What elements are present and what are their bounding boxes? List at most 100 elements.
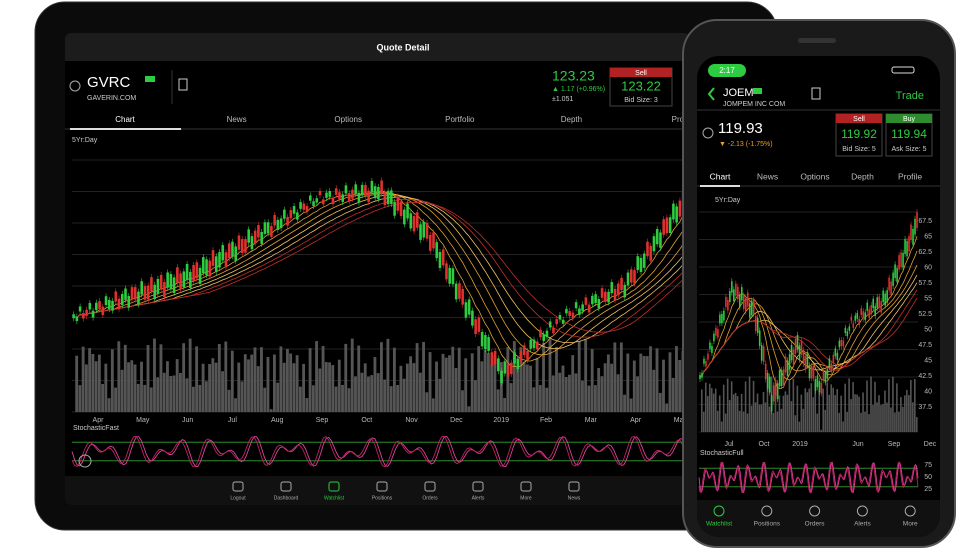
nav-icon	[856, 505, 868, 517]
candle-body	[497, 358, 500, 372]
nav-item[interactable]: Watchlist	[324, 495, 345, 501]
screen-title: Quote Detail	[376, 42, 429, 52]
expand-icon[interactable]	[69, 80, 81, 92]
volume-bar	[724, 413, 727, 432]
volume-bar	[334, 386, 338, 412]
moving-average	[699, 297, 918, 378]
candle-body	[240, 239, 244, 254]
candle-body	[351, 189, 354, 199]
period: 5Yr:Day	[72, 137, 98, 144]
volume-bar	[836, 389, 838, 432]
back-arrow[interactable]	[707, 87, 715, 101]
nav-item[interactable]: More	[903, 521, 918, 528]
candle-body	[305, 206, 309, 212]
nav-item[interactable]: Positions	[372, 495, 393, 501]
candle-body	[808, 365, 811, 379]
volume-bar	[778, 395, 781, 432]
volume-bar	[191, 386, 195, 412]
candle-body	[471, 310, 474, 326]
candle-body	[545, 330, 549, 338]
candle-body	[150, 277, 153, 292]
moving-average	[73, 194, 687, 350]
nav-item[interactable]: News	[568, 495, 581, 501]
volume-bar	[908, 395, 910, 432]
candle-body	[493, 350, 497, 365]
tab[interactable]: News	[227, 115, 247, 124]
candle-body	[778, 370, 781, 387]
candle-body	[642, 253, 646, 268]
volume-bar	[824, 409, 827, 432]
nav-item[interactable]: More	[520, 495, 532, 501]
candle-body	[902, 252, 904, 268]
candle-body	[441, 249, 445, 266]
volume-bar	[866, 380, 868, 432]
volume-bar	[298, 386, 302, 412]
volume-bar	[842, 421, 844, 432]
candle-body	[636, 256, 640, 271]
candle-body	[354, 184, 357, 194]
candle-body	[868, 309, 871, 318]
tab[interactable]: Portfolio	[445, 115, 475, 124]
candle-body	[774, 379, 777, 396]
volume-bar	[642, 356, 646, 412]
tab[interactable]: Profile	[898, 171, 922, 181]
volume-bar	[107, 398, 111, 412]
notes-icon[interactable]	[811, 87, 821, 100]
notes-icon[interactable]	[178, 78, 188, 91]
volume-bar	[655, 348, 659, 412]
nav-item[interactable]: Logout	[230, 495, 246, 501]
candle-body	[786, 360, 789, 377]
oscillator-line	[698, 461, 919, 494]
x-axis-label: Dec	[924, 441, 937, 448]
oscillator-line	[71, 435, 689, 467]
volume-bar	[328, 362, 331, 412]
volume-bar	[405, 363, 409, 412]
volume-bar	[195, 346, 199, 412]
volume-bar	[880, 405, 882, 432]
volume-bar	[512, 341, 516, 412]
tab[interactable]: Chart	[710, 171, 731, 181]
candle-body	[137, 291, 140, 305]
tab[interactable]: Profile	[672, 115, 695, 124]
candle-body	[646, 241, 649, 257]
volume-bar	[431, 398, 435, 412]
volume-bar	[285, 348, 289, 412]
sell-label: Sell	[853, 116, 865, 123]
volume-bar	[884, 390, 886, 432]
tab[interactable]: Depth	[851, 171, 874, 181]
candle-body	[744, 297, 747, 312]
y-axis-label: 52.5	[918, 311, 932, 318]
y-axis-label: 42.5	[918, 373, 932, 380]
nav-bar	[697, 500, 940, 537]
nav-item[interactable]: Orders	[422, 495, 438, 501]
nav-item[interactable]: Dashboard	[274, 495, 299, 501]
candle-body	[474, 319, 477, 335]
volume-bar	[136, 383, 140, 412]
candle-body	[792, 349, 795, 365]
tab[interactable]: Options	[800, 171, 829, 181]
moving-average	[73, 190, 687, 368]
nav-item[interactable]: Orders	[805, 521, 826, 528]
tab[interactable]: News	[757, 171, 778, 181]
expand-icon[interactable]	[702, 127, 714, 139]
nav-item[interactable]: Alerts	[854, 521, 871, 528]
candle-body	[874, 306, 876, 317]
trade-button[interactable]: Trade	[896, 90, 924, 102]
candle-body	[882, 290, 884, 303]
tab[interactable]: Options	[334, 115, 362, 124]
help-icon[interactable]	[78, 454, 92, 468]
nav-item[interactable]: Alerts	[472, 495, 485, 501]
volume-bar	[806, 392, 809, 432]
tab[interactable]: Chart	[115, 115, 135, 124]
volume-bar	[435, 361, 438, 412]
volume-bar	[321, 345, 325, 412]
nav-item[interactable]: Watchlist	[706, 521, 732, 528]
candle-body	[360, 184, 364, 196]
tab[interactable]: Depth	[561, 115, 582, 124]
nav-item[interactable]: Positions	[754, 521, 781, 528]
candle-body	[75, 316, 79, 322]
candle-body	[798, 345, 801, 360]
candle-body	[916, 212, 918, 228]
volume-bar	[428, 352, 432, 412]
candle-body	[72, 314, 75, 319]
